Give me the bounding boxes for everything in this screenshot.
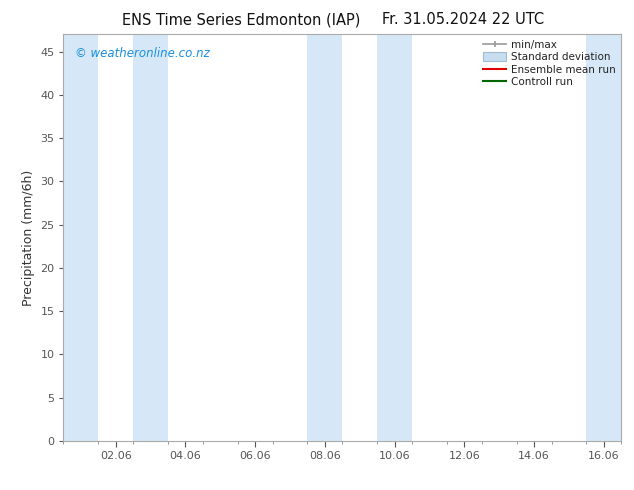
Bar — [307, 34, 342, 441]
Text: ENS Time Series Edmonton (IAP): ENS Time Series Edmonton (IAP) — [122, 12, 360, 27]
Bar — [586, 34, 621, 441]
Text: Fr. 31.05.2024 22 UTC: Fr. 31.05.2024 22 UTC — [382, 12, 544, 27]
Bar — [377, 34, 412, 441]
Bar — [133, 34, 168, 441]
Y-axis label: Precipitation (mm/6h): Precipitation (mm/6h) — [22, 170, 35, 306]
Legend: min/max, Standard deviation, Ensemble mean run, Controll run: min/max, Standard deviation, Ensemble me… — [481, 37, 618, 89]
Text: © weatheronline.co.nz: © weatheronline.co.nz — [75, 47, 209, 59]
Bar — [63, 34, 98, 441]
